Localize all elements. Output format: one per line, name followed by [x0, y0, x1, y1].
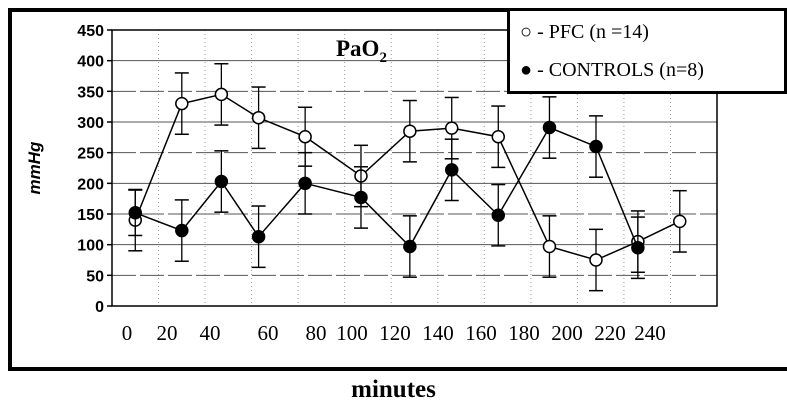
- legend-controls-label: ● - CONTROLS (n=8): [520, 59, 704, 81]
- x-tick-label: 0: [122, 321, 133, 345]
- controls-data-point: [444, 163, 459, 177]
- x-tick-label: 200: [551, 321, 583, 345]
- pfc-data-point: [589, 253, 603, 267]
- pfc-data-point: [298, 129, 312, 144]
- legend-item-controls: ● - CONTROLS (n=8): [520, 59, 704, 82]
- series-line-controls: [135, 126, 639, 249]
- y-tick-label: 150: [77, 207, 104, 224]
- x-tick-label: 180: [508, 321, 540, 345]
- x-axis-label: minutes: [351, 376, 436, 403]
- x-tick-label: 80: [306, 321, 327, 345]
- controls-data-point: [214, 174, 229, 189]
- controls-data-point: [251, 229, 266, 244]
- y-tick-label: 400: [77, 54, 104, 71]
- legend-item-pfc: ○ - PFC (n =14): [520, 21, 649, 44]
- pfc-data-point: [444, 121, 459, 135]
- controls-data-point: [491, 208, 506, 222]
- controls-data-point: [631, 240, 645, 255]
- y-tick-label: 350: [77, 84, 104, 101]
- x-tick-label: 120: [379, 321, 411, 345]
- y-tick-label: 50: [86, 268, 104, 285]
- x-tick-label: 240: [634, 321, 666, 345]
- x-tick-label: 100: [336, 321, 368, 345]
- pfc-data-point: [175, 96, 189, 111]
- plot-area: [111, 29, 718, 307]
- pfc-data-point: [673, 214, 687, 229]
- y-tick-label: 100: [77, 238, 104, 255]
- x-tick-label: 20: [157, 321, 178, 345]
- y-tick-label: 0: [95, 299, 104, 316]
- x-tick-label: 160: [465, 321, 497, 345]
- legend-pfc-label: ○ - PFC (n =14): [520, 21, 649, 43]
- chart-frame: [8, 8, 787, 371]
- controls-data-point: [403, 239, 417, 254]
- controls-data-point: [128, 206, 143, 220]
- pfc-data-point: [403, 124, 417, 138]
- x-tick-label: 40: [200, 321, 221, 345]
- controls-data-point: [589, 139, 603, 154]
- controls-data-point: [354, 190, 368, 205]
- pfc-data-point: [491, 129, 506, 144]
- pfc-data-point: [214, 87, 229, 102]
- pfc-data-point: [542, 239, 557, 254]
- controls-data-point: [175, 223, 189, 238]
- pfc-data-point: [251, 110, 266, 125]
- chart-title: PaO2: [336, 36, 387, 66]
- y-tick-label: 200: [77, 176, 104, 193]
- y-axis-label: mmHg: [25, 141, 44, 195]
- x-tick-label: 220: [594, 321, 626, 345]
- controls-data-point: [298, 176, 312, 191]
- x-tick-label: 60: [258, 321, 279, 345]
- y-tick-label: 250: [77, 146, 104, 163]
- y-tick-label: 450: [77, 23, 104, 40]
- legend: ○ - PFC (n =14) ● - CONTROLS (n=8): [507, 8, 787, 94]
- controls-data-point: [542, 120, 557, 135]
- x-tick-label: 140: [422, 321, 454, 345]
- y-tick-label: 300: [77, 115, 104, 132]
